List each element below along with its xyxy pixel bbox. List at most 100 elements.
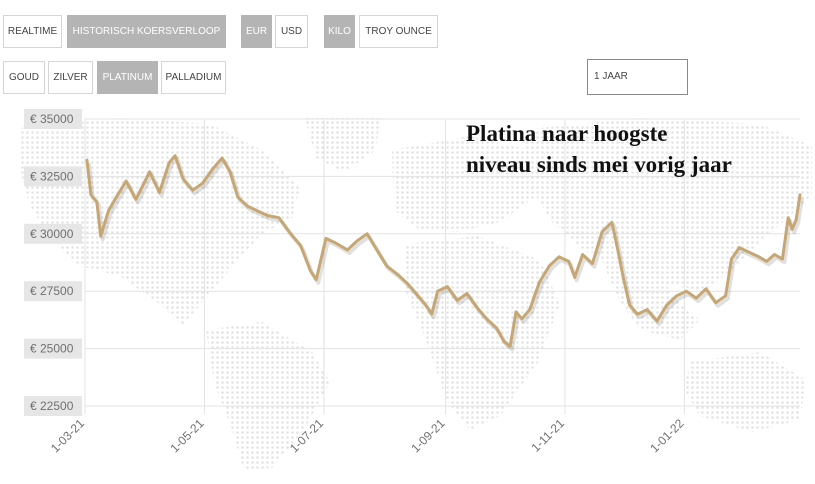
data-point [89, 193, 93, 196]
data-point [365, 232, 369, 235]
data-point [424, 303, 428, 307]
data-point [798, 193, 802, 196]
data-point [201, 182, 204, 185]
data-point [628, 303, 631, 307]
tab-goud[interactable]: GOUD [3, 61, 45, 94]
x-tick-1-11-21: 1-11-21 [529, 416, 568, 455]
headline-line-1: Platina naar hoogste [466, 121, 668, 146]
data-point [655, 319, 659, 323]
y-tick-25000: € 25000 [24, 338, 82, 359]
data-point [704, 287, 708, 291]
data-point [324, 237, 328, 240]
data-point [436, 290, 439, 293]
y-tick-label: € 27500 [30, 284, 74, 298]
tab-platinum[interactable]: PLATINUM [97, 61, 158, 94]
data-point [299, 244, 302, 247]
tab-usd[interactable]: USD [275, 15, 308, 48]
data-point [528, 308, 531, 311]
data-point [495, 326, 498, 330]
data-point [168, 161, 171, 164]
y-tick-bg [24, 223, 82, 244]
data-point [397, 273, 400, 277]
period-select[interactable]: 1 JAAR [587, 59, 688, 95]
data-point [407, 283, 410, 286]
data-point [548, 264, 551, 268]
data-point [211, 168, 214, 171]
data-point [430, 312, 433, 316]
data-point [573, 276, 576, 279]
data-point [455, 299, 459, 302]
price-chart: € 35000 € 32500 € 30000 € 27500 € 25000 € 225… [0, 100, 815, 479]
tab-palladium[interactable]: PALLADIUM [161, 61, 226, 94]
y-tick-label: € 25000 [30, 342, 74, 356]
data-point [675, 294, 678, 297]
y-tick-bg [24, 281, 82, 302]
y-tick-label: € 22500 [30, 399, 74, 413]
data-point [356, 239, 359, 242]
data-point [158, 191, 161, 194]
data-point [107, 209, 110, 213]
data-point [265, 214, 269, 217]
headline-line-2: niveau sinds mei vorig jaar [466, 152, 732, 177]
y-tick-label: € 35000 [30, 112, 74, 126]
headline: Platina naar hoogste niveau sinds mei vo… [466, 118, 806, 180]
data-point [610, 221, 614, 224]
data-point [115, 195, 118, 199]
x-tick-1-01-22: 1-01-22 [647, 416, 686, 455]
data-point [520, 317, 524, 320]
y-tick-27500: € 27500 [24, 281, 82, 302]
y-tick-bg [24, 338, 82, 359]
tab-historisch-koersverloop[interactable]: HISTORISCH KOERSVERLOOP [67, 15, 226, 48]
data-point [514, 310, 518, 314]
data-point [714, 301, 717, 304]
x-tick-1-05-21: 1-05-21 [167, 416, 206, 455]
data-point [375, 248, 379, 252]
data-point [503, 340, 506, 343]
data-point [773, 253, 776, 256]
data-point [787, 216, 790, 219]
y-tick-22500: € 22500 [24, 396, 82, 416]
data-point [99, 234, 102, 238]
y-tick-32500: € 32500 [24, 166, 82, 187]
y-axis: € 35000 € 32500 € 30000 € 27500 € 25000 € 225… [24, 109, 82, 416]
data-point [236, 195, 239, 199]
tab-kilo[interactable]: KILO [324, 15, 355, 48]
data-point [508, 345, 512, 348]
tab-zilver[interactable]: ZILVER [48, 61, 93, 94]
data-point [85, 159, 89, 162]
data-point [757, 255, 761, 258]
data-point [600, 230, 604, 233]
data-point [309, 269, 312, 272]
data-point [346, 248, 349, 252]
x-axis: 1-03-21 1-05-21 1-07-21 1-09-21 1-11-21 1-01-… [48, 416, 687, 455]
data-point [665, 303, 668, 307]
data-point [685, 290, 688, 293]
x-tick-1-03-21: 1-03-21 [48, 416, 87, 455]
data-point [148, 170, 151, 174]
y-tick-30000: € 30000 [24, 223, 82, 244]
platinum-price-line [85, 154, 802, 348]
tab-troy-ounce[interactable]: TROY OUNCE [359, 15, 438, 48]
y-tick-label: € 32500 [30, 169, 74, 183]
data-point [246, 205, 249, 208]
data-point [277, 216, 281, 219]
data-point [314, 278, 318, 281]
data-point [616, 248, 620, 252]
data-point [581, 253, 584, 256]
y-tick-35000: € 35000 [24, 109, 82, 129]
y-tick-label: € 30000 [30, 227, 74, 241]
data-point [747, 250, 751, 254]
chart-grid [84, 118, 800, 414]
data-point [289, 232, 292, 235]
tab-eur[interactable]: EUR [241, 15, 272, 48]
data-point [475, 306, 478, 309]
data-point [694, 296, 698, 300]
data-point [646, 308, 649, 311]
data-point [95, 200, 98, 203]
tab-realtime[interactable]: REALTIME [3, 15, 62, 48]
y-tick-bg [24, 396, 82, 416]
data-point [557, 255, 561, 258]
data-point [738, 246, 741, 249]
data-point [781, 257, 784, 261]
data-point [567, 260, 571, 263]
